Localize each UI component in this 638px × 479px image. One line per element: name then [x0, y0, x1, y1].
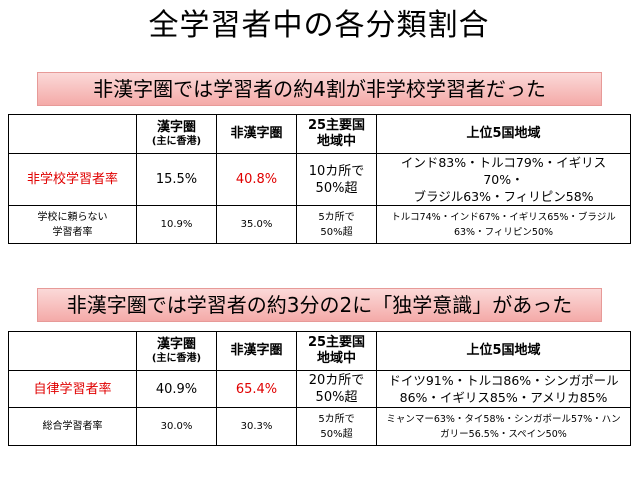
header-major-regions: 25主要国 地域中 — [296, 331, 377, 371]
table-row: 学校に頼らない 学習者率 10.9% 35.0% 5カ所で 50%超 トルコ74… — [8, 205, 631, 244]
page-title: 全学習者中の各分類割合 — [148, 8, 490, 43]
cell-nonkanji: 40.8% — [216, 153, 297, 206]
header-empty-cell — [8, 331, 137, 371]
cell-major: 5カ所で 50%超 — [296, 205, 377, 244]
header-nonkanji: 非漢字圏 — [216, 331, 297, 371]
cell-kanji: 40.9% — [136, 370, 217, 408]
table-header-row: 漢字圏 (主に香港) 非漢字圏 25主要国 地域中 上位5国地域 — [8, 114, 631, 154]
cell-top5: インド83%・トルコ79%・イギリス70%・ ブラジル63%・フィリピン58% — [376, 153, 631, 206]
section-1-banner: 非漢字圏では学習者の約4割が非学校学習者だった — [37, 72, 602, 106]
header-kanji-sub: (主に香港) — [151, 136, 202, 147]
row-label: 自律学習者率 — [8, 370, 137, 408]
cell-major: 5カ所で 50%超 — [296, 407, 377, 446]
header-empty-cell — [8, 114, 137, 154]
table-row: 自律学習者率 40.9% 65.4% 20カ所で 50%超 ドイツ91%・トルコ… — [8, 370, 631, 408]
section-1-table: 漢字圏 (主に香港) 非漢字圏 25主要国 地域中 上位5国地域 非学校学習者率… — [8, 114, 631, 244]
cell-nonkanji: 30.3% — [216, 407, 297, 446]
header-kanji-sub: (主に香港) — [151, 353, 202, 364]
row-label: 総合学習者率 — [8, 407, 137, 446]
header-kanji-label: 漢字圏 — [156, 337, 196, 352]
cell-top5: トルコ74%・インド67%・イギリス65%・ブラジル 63%・フィリピン50% — [376, 205, 631, 244]
table-row: 総合学習者率 30.0% 30.3% 5カ所で 50%超 ミャンマー63%・タイ… — [8, 407, 631, 446]
header-major-regions: 25主要国 地域中 — [296, 114, 377, 154]
header-nonkanji: 非漢字圏 — [216, 114, 297, 154]
cell-kanji: 10.9% — [136, 205, 217, 244]
table-row: 非学校学習者率 15.5% 40.8% 10カ所で 50%超 インド83%・トル… — [8, 153, 631, 206]
table-header-row: 漢字圏 (主に香港) 非漢字圏 25主要国 地域中 上位5国地域 — [8, 331, 631, 371]
header-kanji: 漢字圏 (主に香港) — [136, 331, 217, 371]
cell-nonkanji: 65.4% — [216, 370, 297, 408]
cell-nonkanji: 35.0% — [216, 205, 297, 244]
header-kanji: 漢字圏 (主に香港) — [136, 114, 217, 154]
cell-major: 20カ所で 50%超 — [296, 370, 377, 408]
header-kanji-label: 漢字圏 — [156, 120, 196, 135]
row-label: 非学校学習者率 — [8, 153, 137, 206]
cell-major: 10カ所で 50%超 — [296, 153, 377, 206]
cell-kanji: 15.5% — [136, 153, 217, 206]
header-top5: 上位5国地域 — [376, 331, 631, 371]
section-2-banner: 非漢字圏では学習者の約3分の2に「独学意識」があった — [37, 288, 602, 322]
cell-kanji: 30.0% — [136, 407, 217, 446]
cell-top5: ミャンマー63%・タイ58%・シンガポール57%・ハン ガリー56.5%・スペイ… — [376, 407, 631, 446]
section-2-table: 漢字圏 (主に香港) 非漢字圏 25主要国 地域中 上位5国地域 自律学習者率 … — [8, 331, 631, 446]
cell-top5: ドイツ91%・トルコ86%・シンガポール 86%・イギリス85%・アメリカ85% — [376, 370, 631, 408]
header-top5: 上位5国地域 — [376, 114, 631, 154]
row-label: 学校に頼らない 学習者率 — [8, 205, 137, 244]
